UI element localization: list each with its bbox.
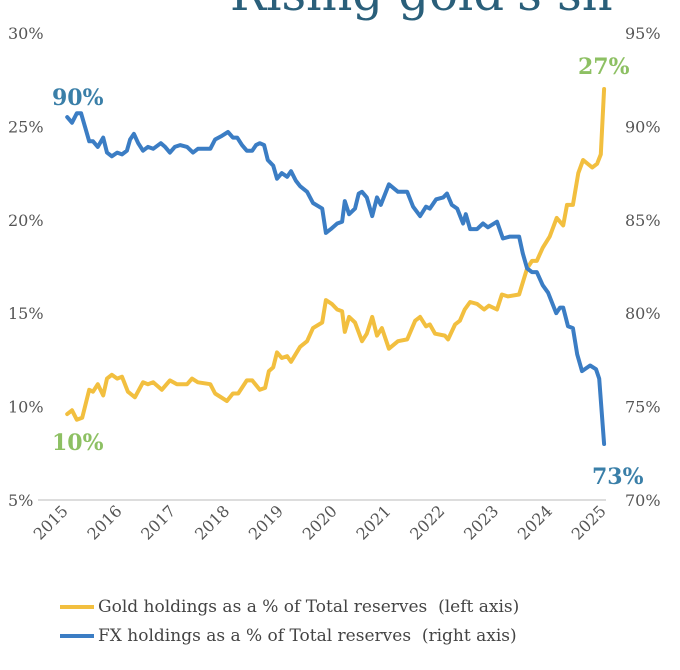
x-tick-label: 2016: [83, 501, 125, 543]
left-tick-label: 25%: [8, 117, 44, 136]
legend-swatch-fx: [60, 634, 94, 638]
right-tick-label: 70%: [625, 491, 661, 510]
right-tick-label: 95%: [625, 24, 661, 43]
left-tick-label: 5%: [8, 491, 33, 510]
legend-label-fx: FX holdings as a % of Total reserves (ri…: [98, 626, 517, 646]
right-tick-label: 80%: [625, 304, 661, 323]
legend-swatch-gold: [60, 605, 94, 609]
x-tick-label: 2015: [30, 501, 72, 543]
x-tick-label: 2020: [299, 501, 341, 543]
legend-item-fx: FX holdings as a % of Total reserves (ri…: [60, 626, 517, 646]
annotation-gold-end: 27%: [578, 54, 630, 80]
annotation-fx-end: 73%: [592, 464, 644, 490]
fx-series: [65, 111, 607, 446]
x-axis: 2015 2016 2017 2018 2019 2020 2021 2022 2023 2024…: [30, 501, 610, 543]
series-group: [65, 87, 607, 446]
annotation-fx-start: 90%: [52, 85, 104, 111]
x-tick-label: 2021: [352, 501, 394, 543]
annotation-gold-start: 10%: [52, 430, 104, 456]
left-tick-label: 10%: [8, 398, 44, 417]
gold-series-line: [65, 87, 607, 422]
legend-item-gold: Gold holdings as a % of Total reserves (…: [60, 597, 519, 617]
right-tick-label: 90%: [625, 117, 661, 136]
x-tick-label: 2019: [245, 501, 287, 543]
x-tick-label: 2023: [460, 501, 502, 543]
right-axis: 95% 90% 85% 80% 75% 70%: [625, 24, 661, 510]
right-tick-label: 85%: [625, 211, 661, 230]
gold-series: [65, 87, 607, 422]
x-tick-label: 2025: [568, 501, 610, 543]
left-tick-label: 15%: [8, 304, 44, 323]
right-tick-label: 75%: [625, 398, 661, 417]
left-tick-label: 30%: [8, 24, 44, 43]
x-tick-label: 2022: [406, 501, 448, 543]
chart-title: Rising gold's sh: [230, 0, 613, 22]
legend-label-gold: Gold holdings as a % of Total reserves (…: [98, 597, 520, 617]
left-axis: 30% 25% 20% 15% 10% 5%: [8, 24, 44, 510]
left-tick-label: 20%: [8, 211, 44, 230]
x-tick-label: 2017: [137, 501, 179, 543]
x-tick-label: 2018: [191, 501, 233, 543]
x-tick-label: 2024: [514, 501, 556, 543]
